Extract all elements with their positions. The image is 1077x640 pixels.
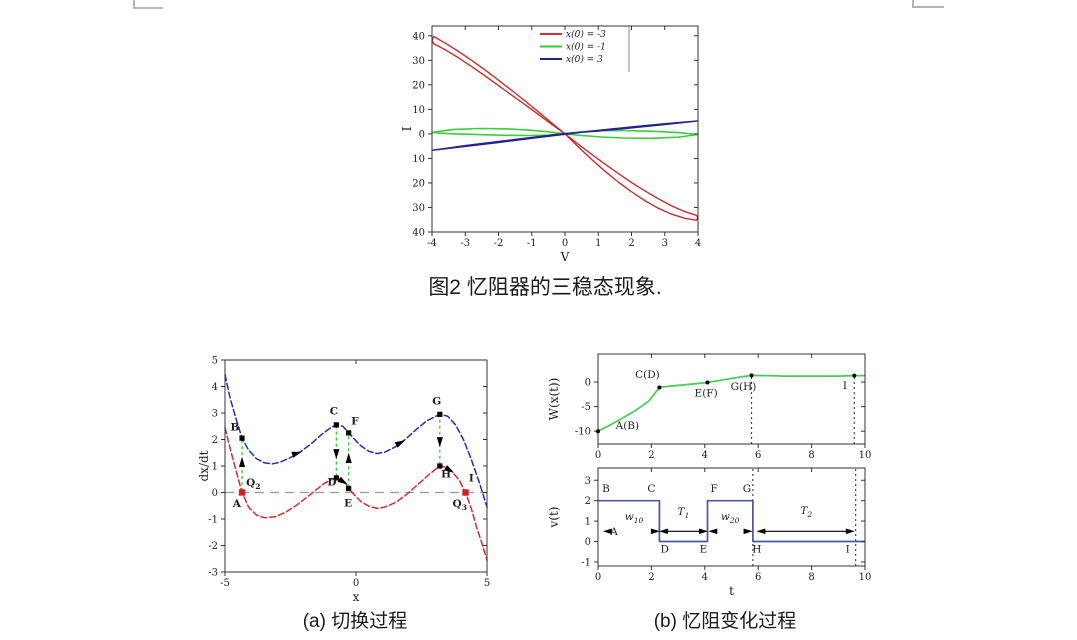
svg-text:F: F [710,483,717,495]
svg-text:H: H [752,544,761,556]
svg-text:F: F [351,416,359,428]
svg-text:x(0) = 3: x(0) = 3 [566,54,603,65]
svg-text:C(D): C(D) [635,369,660,381]
svg-text:1: 1 [585,517,591,528]
page-artifact-left [133,0,163,9]
svg-text:8: 8 [808,572,814,583]
svg-text:E: E [344,497,352,509]
svg-text:G: G [432,396,441,408]
svg-text:-1: -1 [581,557,591,568]
svg-text:-2: -2 [208,541,218,552]
svg-text:-5: -5 [220,578,230,589]
svg-text:0: 0 [562,238,568,249]
svg-text:20: 20 [412,80,425,91]
svg-text:t: t [729,584,734,598]
switching-process-chart: -5 0 5 5 4 3 2 1 0 -1 -2 -3 x dx/dt A Q2 B C D E F G H I Q3 [195,348,510,613]
svg-text:40: 40 [412,228,425,239]
svg-text:20: 20 [412,178,425,189]
svg-text:v(t): v(t) [547,507,561,529]
svg-text:dx/dt: dx/dt [197,450,211,481]
svg-text:C: C [330,406,338,418]
svg-text:5: 5 [212,356,218,367]
svg-text:G: G [743,483,751,495]
svg-text:3: 3 [212,409,218,420]
svg-text:V: V [560,250,570,264]
svg-text:G(H): G(H) [731,381,757,393]
svg-text:10: 10 [412,105,425,116]
svg-text:2: 2 [628,238,634,249]
figure2-caption: 图2 忆阻器的三稳态现象. [428,276,662,299]
svg-text:0: 0 [585,378,591,389]
svg-text:A: A [232,498,242,510]
svg-text:6: 6 [755,572,761,583]
svg-text:x(0) = -3: x(0) = -3 [566,29,606,40]
subfigure-b-caption: (b) 忆阻变化过程 [653,611,797,632]
svg-text:E(F): E(F) [695,387,718,399]
page-artifact-right [912,0,944,8]
svg-text:0: 0 [595,572,601,583]
svg-text:-1: -1 [527,238,537,249]
svg-text:-3: -3 [208,568,218,579]
svg-text:w10: w10 [625,511,644,525]
svg-text:3: 3 [585,476,591,487]
svg-text:Q3: Q3 [453,498,467,512]
svg-text:-4: -4 [427,238,437,249]
svg-text:A(B): A(B) [615,420,640,432]
svg-text:I: I [400,126,414,131]
svg-text:0: 0 [419,129,425,140]
svg-text:C: C [647,483,655,495]
svg-text:0: 0 [595,450,601,460]
svg-text:-10: -10 [575,427,591,438]
svg-text:10: 10 [859,450,872,460]
svg-text:-5: -5 [581,402,591,413]
svg-text:40: 40 [412,31,425,42]
svg-text:30: 30 [412,56,425,67]
svg-text:0: 0 [212,488,218,499]
svg-text:I: I [843,380,847,392]
svg-text:T1: T1 [678,506,690,520]
svg-text:B: B [602,483,610,495]
svg-text:5: 5 [484,578,490,589]
svg-text:-1: -1 [208,515,218,526]
svg-text:2: 2 [212,435,218,446]
svg-text:Q2: Q2 [246,477,260,491]
svg-text:6: 6 [755,450,761,460]
svg-text:4: 4 [702,572,708,583]
svg-text:I: I [846,544,850,556]
svg-text:-3: -3 [460,238,470,249]
svg-text:-2: -2 [494,238,504,249]
svg-text:3: 3 [662,238,668,249]
svg-text:E: E [700,544,708,556]
memristance-chart: 0 2 4 6 8 10 0 -5 -10 W(x(t)) A(B) C(D) E(F) G(H) I [545,348,885,461]
svg-text:1: 1 [595,238,601,249]
svg-text:10: 10 [412,154,425,165]
svg-text:2: 2 [648,450,654,460]
svg-text:0: 0 [353,578,359,589]
svg-text:0: 0 [585,537,591,548]
svg-text:D: D [661,544,669,556]
svg-text:I: I [469,472,474,484]
svg-text:1: 1 [212,462,218,473]
svg-text:4: 4 [212,382,218,393]
svg-text:W(x(t)): W(x(t)) [547,378,561,421]
svg-text:4: 4 [702,450,708,460]
svg-text:8: 8 [808,450,814,460]
svg-text:x(0) = -1: x(0) = -1 [566,42,606,53]
svg-text:D: D [327,477,336,489]
svg-text:w20: w20 [721,511,740,525]
svg-text:4: 4 [695,238,701,249]
subfigure-a-caption: (a) 切换过程 [302,611,408,632]
svg-text:B: B [231,421,240,433]
svg-text:x: x [353,590,360,604]
svg-text:A: A [609,526,618,538]
svg-text:H: H [441,469,451,481]
svg-text:2: 2 [648,572,654,583]
svg-text:10: 10 [859,572,872,583]
svg-text:30: 30 [412,203,425,214]
svg-text:T2: T2 [800,505,812,519]
svg-text:2: 2 [585,496,591,507]
